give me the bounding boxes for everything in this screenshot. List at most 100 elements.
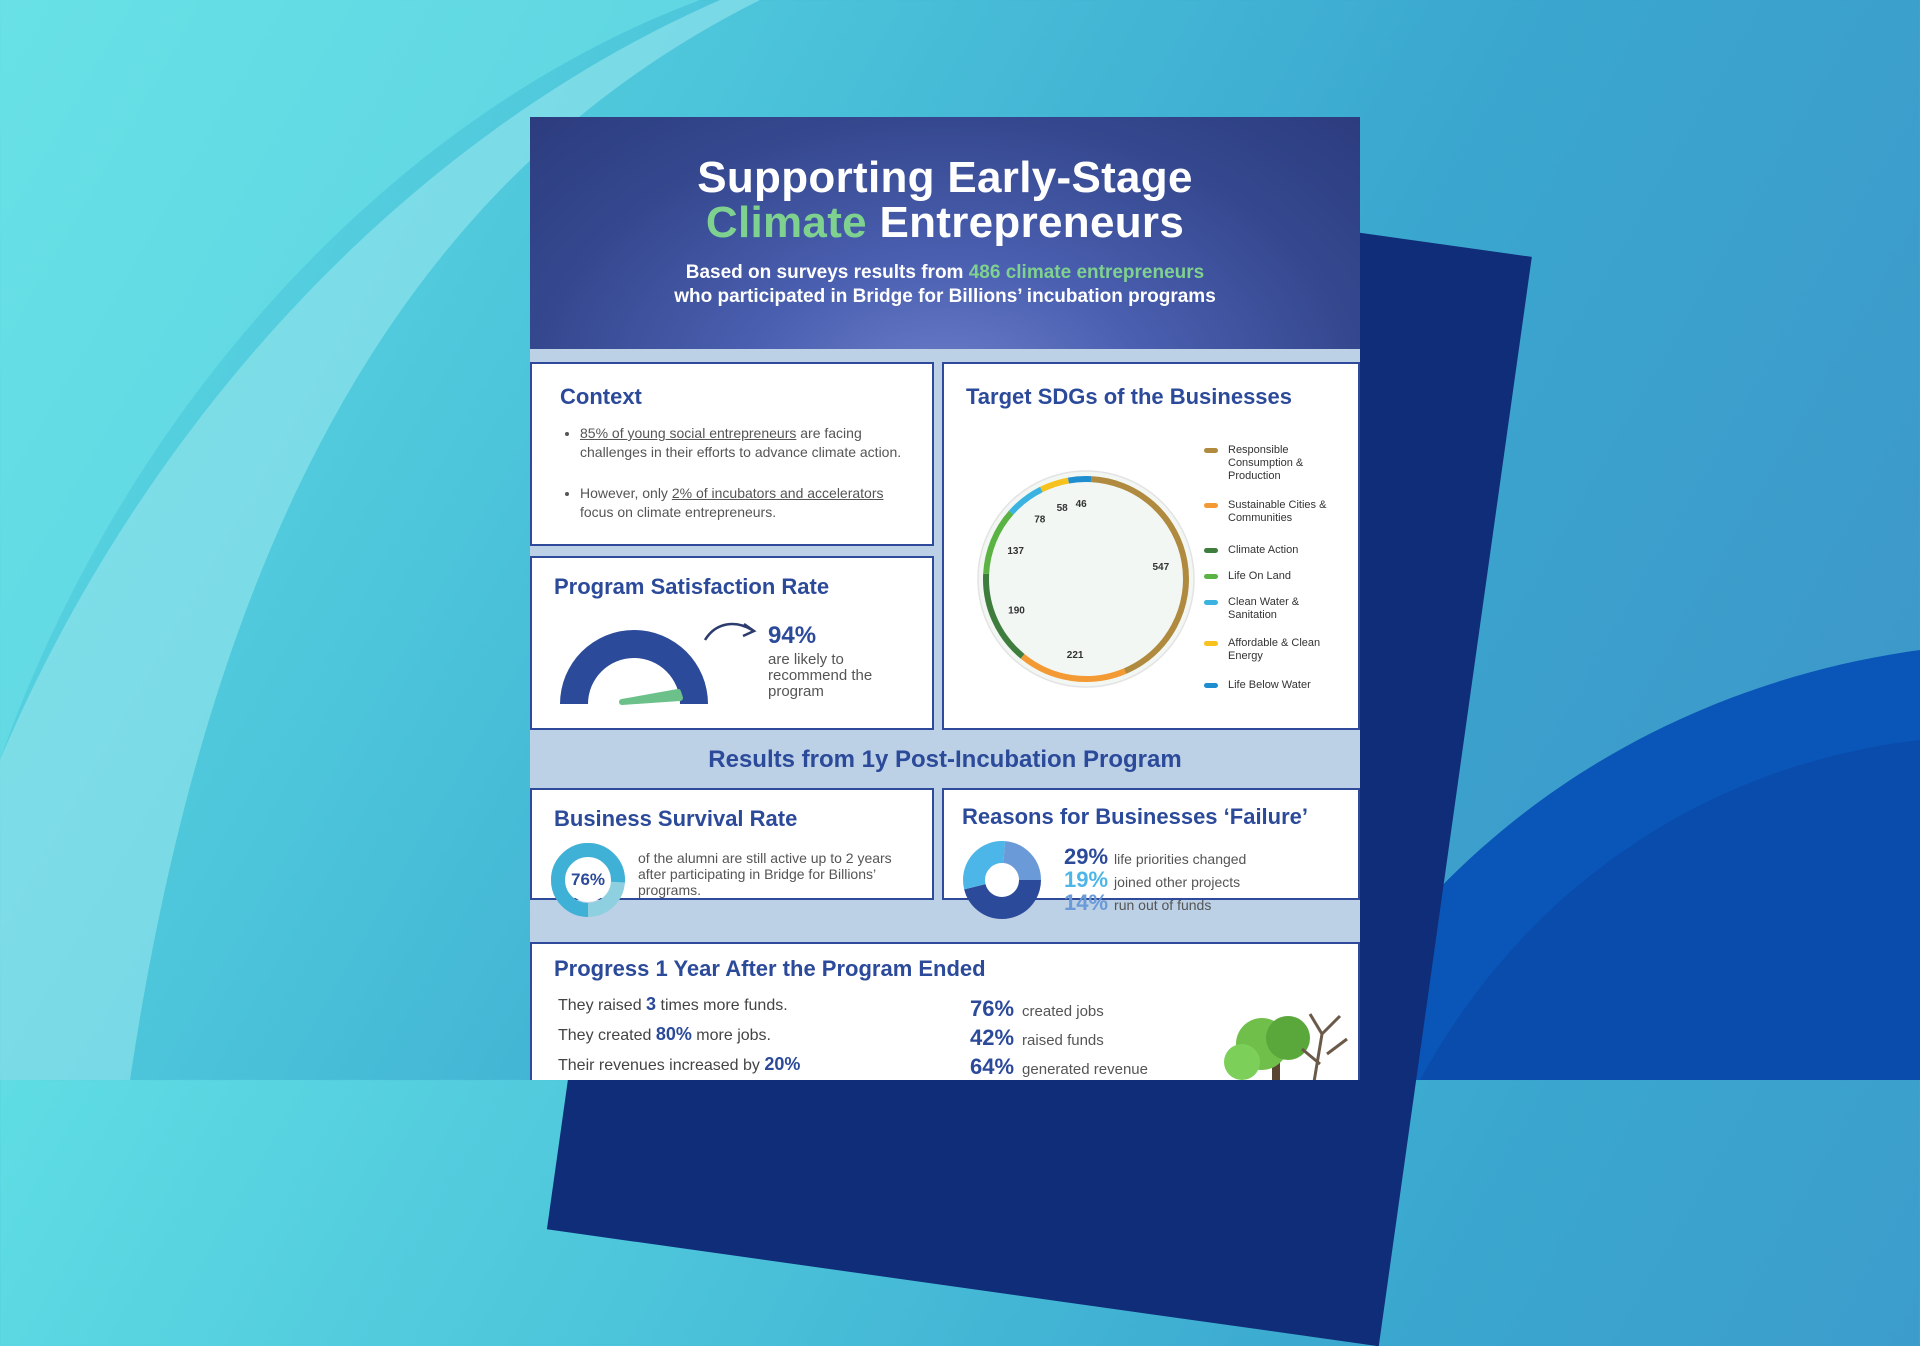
title-line-1: Supporting Early-Stage <box>697 153 1193 202</box>
context-bullet-2-text: focus on climate entrepreneurs. <box>580 504 777 520</box>
progress-left-2-pre: They created <box>558 1027 656 1044</box>
background-decoration <box>0 0 1920 1080</box>
progress-left-1-post: times more funds. <box>656 997 788 1014</box>
sdg-value-label-6: 58 <box>1057 503 1069 514</box>
sdg-legend-swatch-7 <box>1204 683 1218 688</box>
sdg-legend-swatch-4 <box>1204 574 1218 579</box>
satisfaction-panel: Program Satisfaction Rate 94% are likely… <box>530 556 934 730</box>
sdg-arc-3 <box>983 573 1025 659</box>
poster-header: Supporting Early-Stage Climate Entrepren… <box>530 117 1360 349</box>
context-list: 85% of young social entrepreneurs are fa… <box>562 424 920 544</box>
progress-left-1-pre: They raised <box>558 997 647 1014</box>
sdg-legend-item-5: Clean Water & Sanitation <box>1204 596 1334 622</box>
subtitle-pre: Based on surveys results from <box>685 262 969 283</box>
sdg-legend-item-4: Life On Land <box>1204 570 1334 583</box>
sdg-legend-item-2: Sustainable Cities & Communities <box>1204 499 1334 525</box>
sdg-legend-swatch-5 <box>1204 600 1218 605</box>
infographic-poster: Supporting Early-Stage Climate Entrepren… <box>530 117 1360 1080</box>
sdg-legend-swatch-6 <box>1204 641 1218 646</box>
poster-title: Supporting Early-Stage Climate Entrepren… <box>530 155 1360 245</box>
sdg-ring-background <box>977 470 1195 688</box>
sdg-value-label-2: 221 <box>1067 650 1084 661</box>
sdg-legend-item-6: Affordable & Clean Energy <box>1204 637 1334 663</box>
sdg-legend-swatch-2 <box>1204 503 1218 508</box>
context-bullet-1: 85% of young social entrepreneurs are fa… <box>580 424 920 462</box>
survival-donut <box>551 843 625 917</box>
progress-left-3: Their revenues increased by 20% <box>558 1054 800 1075</box>
sdg-arc-1 <box>1090 476 1189 674</box>
context-bullet-2: However, only 2% of incubators and accel… <box>580 484 920 522</box>
results-band-title: Results from 1y Post-Incubation Program <box>708 746 1182 773</box>
title-highlight: Climate <box>705 198 867 247</box>
sdg-arc-6 <box>1040 477 1070 493</box>
failure-title: Reasons for Businesses ‘Failure’ <box>962 804 1309 829</box>
progress-right-3: 64% generated revenue <box>970 1054 1148 1080</box>
sdg-legend-label-3: Climate Action <box>1228 544 1299 556</box>
sdg-arc-2 <box>1020 653 1127 682</box>
survival-donut-center <box>566 858 610 902</box>
failure-reason-3: 14% run out of funds <box>1064 890 1211 916</box>
survival-donut-fill <box>551 843 625 917</box>
sdg-legend-item-3: Climate Action <box>1204 544 1334 557</box>
progress-left-2: They created 80% more jobs. <box>558 1024 771 1045</box>
progress-right-1-pct: 76% <box>970 996 1015 1021</box>
survival-panel: Business Survival Rate 76% of the alumni… <box>530 788 934 917</box>
sdg-legend-label-5: Clean Water & Sanitation <box>1228 596 1300 621</box>
failure-pct-1: 29% <box>1064 844 1109 869</box>
context-bullet-1-text: are facing challenges in their efforts t… <box>580 425 902 460</box>
progress-title: Progress 1 Year After the Program Ended <box>554 956 986 981</box>
sdg-legend-swatch-1 <box>1204 448 1218 453</box>
sdg-value-label-7: 46 <box>1076 499 1088 510</box>
survival-title: Business Survival Rate <box>554 806 798 831</box>
subtitle-line-2: who participated in Bridge for Billions’… <box>674 286 1216 307</box>
failure-text-3: run out of funds <box>1114 897 1212 913</box>
failure-text-2: joined other projects <box>1114 874 1241 890</box>
progress-right-2: 42% raised funds <box>970 1025 1104 1051</box>
failure-donut <box>963 841 1041 919</box>
failure-text-1: life priorities changed <box>1114 851 1247 867</box>
progress-right-1-text: created jobs <box>1022 1003 1104 1020</box>
sdg-value-label-5: 78 <box>1034 515 1046 526</box>
sdg-legend-item-7: Life Below Water <box>1204 679 1334 692</box>
sdg-legend-swatch-3 <box>1204 548 1218 553</box>
context-title: Context <box>560 384 642 409</box>
sdg-legend-label-6: Affordable & Clean Energy <box>1228 637 1321 662</box>
sdg-arc-4 <box>983 510 1014 575</box>
failure-panel: Reasons for Businesses ‘Failure’ 29% life… <box>942 788 1360 919</box>
sdg-legend-label-4: Life On Land <box>1228 570 1291 582</box>
progress-left-2-value: 80% <box>655 1024 692 1044</box>
sdg-value-label-3: 190 <box>1008 606 1025 617</box>
sdg-arc-7 <box>1067 476 1092 484</box>
sdg-legend-label-7: Life Below Water <box>1228 679 1311 691</box>
sdg-ring-chart: 547 221 190 137 78 58 46 <box>977 470 1195 688</box>
progress-panel: Progress 1 Year After the Program Ended … <box>530 942 1360 1080</box>
title-line-2-rest: Entrepreneurs <box>866 198 1185 247</box>
context-link-2[interactable]: 2% of incubators and accelerators <box>671 485 884 501</box>
context-bullet-2-pre: However, only <box>580 485 672 501</box>
failure-pct-2: 19% <box>1064 867 1109 892</box>
progress-right-3-pct: 64% <box>970 1054 1015 1079</box>
progress-left-3-value: 20% <box>764 1054 801 1074</box>
failure-pct-3: 14% <box>1064 890 1109 915</box>
satisfaction-gauge <box>560 630 708 705</box>
sdg-legend: Responsible Consumption & Production Sust… <box>1204 444 1354 704</box>
sdg-value-label-1: 547 <box>1152 562 1169 573</box>
sdg-arc-5 <box>1008 486 1043 515</box>
poster-subtitle: Based on surveys results from 486 climat… <box>530 261 1360 309</box>
progress-right-3-text: generated revenue <box>1022 1061 1148 1078</box>
subtitle-line-1: Based on surveys results from 486 climat… <box>530 261 1360 285</box>
failure-reason-1: 29% life priorities changed <box>1064 844 1246 870</box>
survival-value: 76% <box>570 870 606 889</box>
progress-right-1: 76% created jobs <box>970 996 1104 1022</box>
sdg-panel: Target SDGs of the Businesses 547 221 190 1… <box>942 362 1360 730</box>
tree-illustration <box>1224 1013 1348 1080</box>
satisfaction-title: Program Satisfaction Rate <box>554 574 830 599</box>
sdg-legend-label-2: Sustainable Cities & Communities <box>1228 499 1327 524</box>
context-link-1[interactable]: 85% of young social entrepreneurs <box>580 425 797 441</box>
subtitle-highlight: 486 climate entrepreneurs <box>968 262 1205 283</box>
progress-left-1-value: 3 <box>646 994 657 1014</box>
sdg-value-label-4: 137 <box>1007 546 1024 557</box>
sdg-legend-item-1: Responsible Consumption & Production <box>1204 444 1334 483</box>
arrow-icon <box>703 622 757 641</box>
context-panel: Context 85% of young social entrepreneur… <box>530 362 934 546</box>
